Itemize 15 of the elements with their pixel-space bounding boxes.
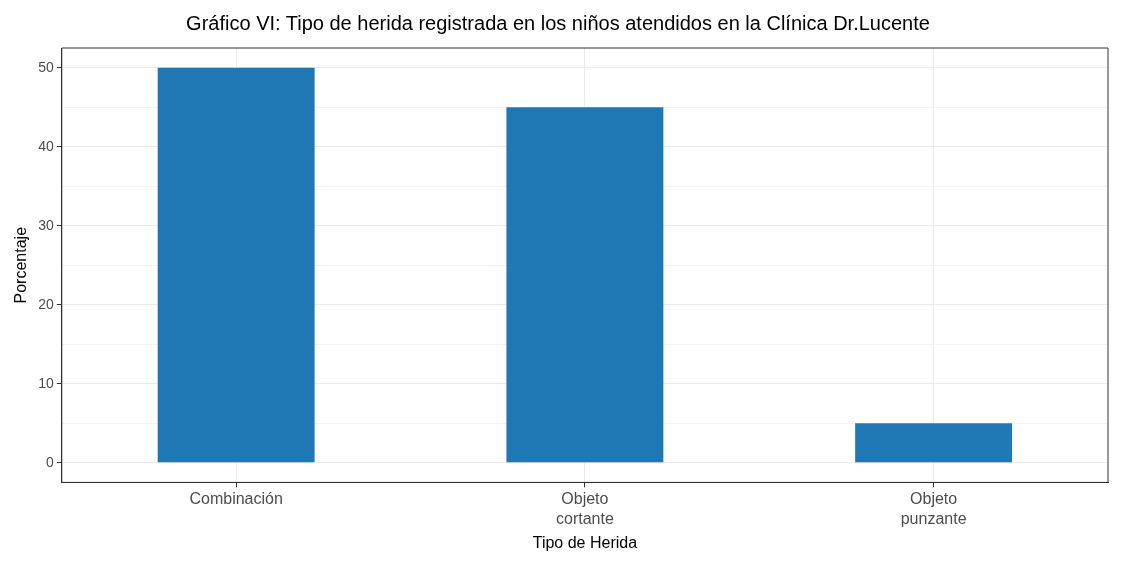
y-tick-label: 0 bbox=[45, 453, 54, 470]
x-axis-title: Tipo de Herida bbox=[532, 533, 638, 551]
bar bbox=[855, 423, 1013, 463]
bar bbox=[506, 107, 664, 463]
y-tick-label: 10 bbox=[38, 374, 54, 391]
x-tick-label: Objeto cortante bbox=[555, 490, 614, 527]
bar bbox=[157, 67, 315, 463]
y-tick-label: 20 bbox=[38, 295, 54, 312]
y-axis-title: Porcentaje bbox=[12, 226, 30, 304]
chart-title: Gráfico VI: Tipo de herida registrada en los niños atendidos en la Clínica Dr.Lucente bbox=[186, 11, 930, 34]
x-tick-label: Combinación bbox=[189, 490, 283, 508]
x-tick-label: Objeto punzante bbox=[900, 490, 967, 527]
y-tick-label: 50 bbox=[38, 58, 54, 75]
y-tick-label: 30 bbox=[38, 216, 54, 233]
y-tick-label: 40 bbox=[38, 137, 54, 154]
